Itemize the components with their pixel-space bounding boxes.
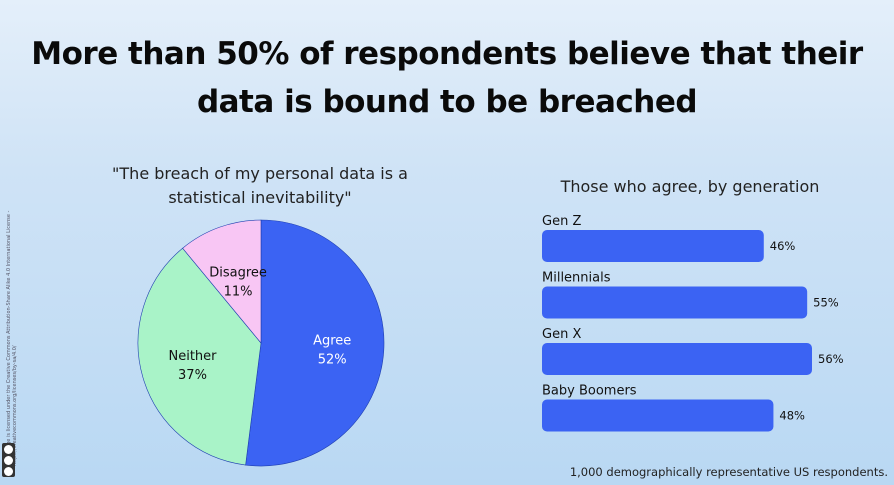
bar-baby-boomers xyxy=(542,399,774,432)
cc-license-badge-icon xyxy=(2,443,15,477)
bar-value-label-millennials: 55% xyxy=(813,296,839,310)
pie-slice-neither xyxy=(137,247,262,466)
footnote: 1,000 demographically representative US … xyxy=(569,465,888,479)
bar-category-gen-x: Gen X xyxy=(542,327,581,342)
bar-millennials xyxy=(542,286,808,319)
bar-category-baby-boomers: Baby Boomers xyxy=(542,384,637,399)
pie-chart: Agree 52% Neither 37% Disagree 11% xyxy=(137,219,385,467)
pie-label-agree: Agree xyxy=(313,333,351,348)
pie-value-disagree: 11% xyxy=(224,284,253,299)
pie-label-disagree: Disagree xyxy=(209,265,267,280)
bar-value-label-gen-z: 46% xyxy=(770,239,796,253)
bar-chart: Gen Z 46% Millennials 55% Gen X 56% Baby Boome… xyxy=(542,214,844,432)
bar-gen-x xyxy=(542,343,812,375)
bar-category-gen-z: Gen Z xyxy=(542,214,581,229)
bar-value-label-gen-x: 56% xyxy=(818,352,844,366)
bar-category-millennials: Millennials xyxy=(542,271,611,286)
pie-value-agree: 52% xyxy=(318,352,347,367)
pie-slice-agree xyxy=(245,219,385,467)
pie-chart-title: "The breach of my personal data is a sta… xyxy=(112,164,408,207)
bar-value-label-baby-boomers: 48% xyxy=(779,409,805,423)
bar-gen-z xyxy=(542,230,764,262)
pie-label-neither: Neither xyxy=(168,349,217,364)
chart-title: More than 50% of respondents believe tha… xyxy=(31,36,863,120)
pie-value-neither: 37% xyxy=(178,368,207,383)
bar-chart-title: Those who agree, by generation xyxy=(560,177,820,196)
license-text: This image is licensed under the Creativ… xyxy=(6,210,18,466)
pie-slice-disagree xyxy=(182,219,262,344)
